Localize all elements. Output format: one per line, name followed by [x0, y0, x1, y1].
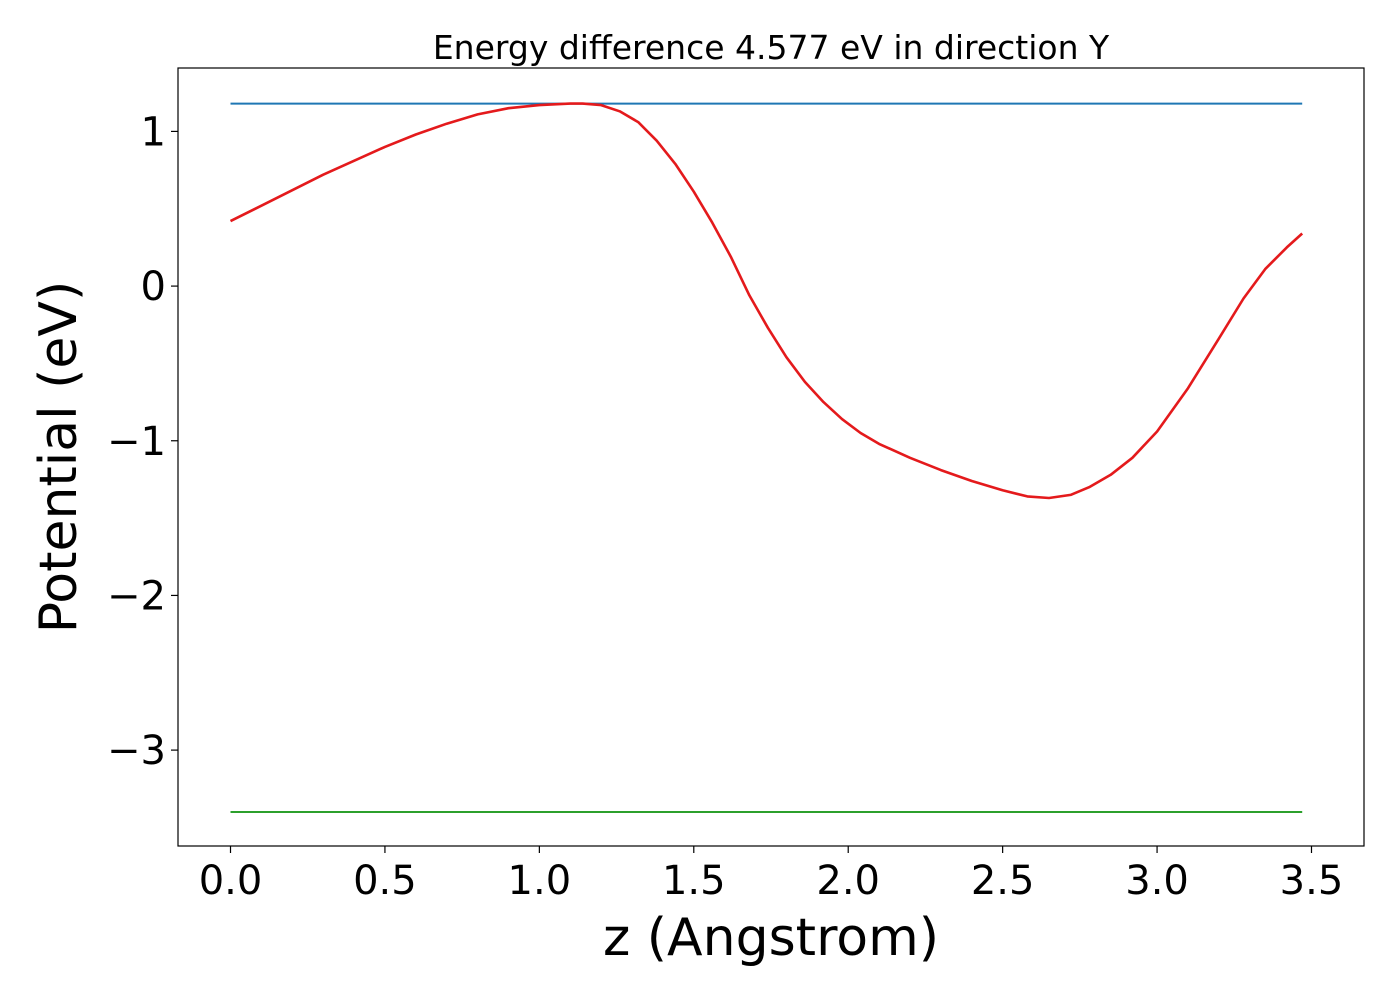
- x-axis: 0.0 0.5 1.0 1.5 2.0 2.5 3.0 3.5: [199, 846, 1344, 904]
- x-tick-label: 3.5: [1280, 858, 1344, 904]
- chart-title: Energy difference 4.577 eV in direction …: [433, 28, 1110, 67]
- x-axis-label: z (Angstrom): [603, 908, 939, 968]
- x-tick-label: 1.0: [508, 858, 572, 904]
- y-axis: 1 0 −1 −2 −3: [107, 109, 178, 774]
- y-axis-label: Potential (eV): [29, 281, 89, 633]
- y-tick-label: −1: [107, 419, 166, 465]
- y-tick-label: 0: [141, 264, 166, 310]
- series-line-3: [229, 102, 1304, 500]
- x-tick-label: 1.5: [662, 858, 726, 904]
- x-tick-label: 2.5: [971, 858, 1035, 904]
- x-tick-label: 0.5: [353, 858, 417, 904]
- x-tick-label: 0.0: [199, 858, 263, 904]
- plot-frame: [177, 67, 1365, 847]
- x-tick-label: 2.0: [816, 858, 880, 904]
- y-tick-label: −3: [107, 728, 166, 774]
- y-tick-label: 1: [141, 109, 166, 155]
- x-tick-label: 3.0: [1125, 858, 1189, 904]
- y-tick-label: −2: [107, 573, 166, 619]
- series-layer: [229, 102, 1304, 813]
- plot-area: [178, 68, 1364, 846]
